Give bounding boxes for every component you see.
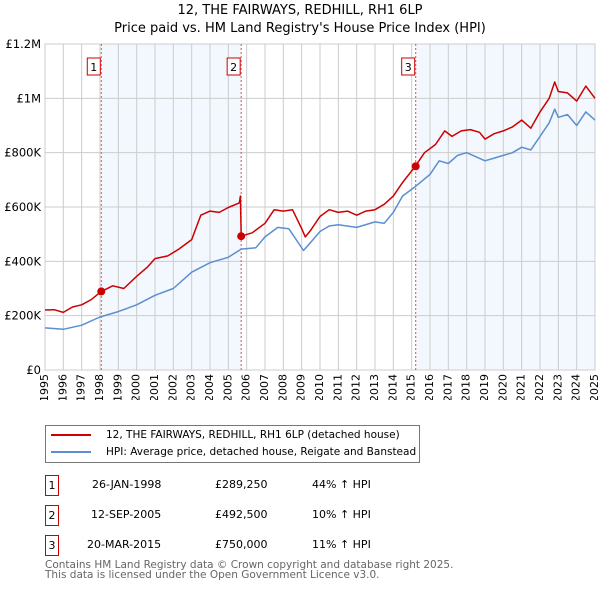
x-tick-label: 2010 — [313, 374, 326, 400]
sale-price: £289,250 — [215, 478, 268, 491]
x-tick-label: 2008 — [276, 374, 289, 400]
sale-row-1: 1 26-JAN-1998 £289,250 44% ↑ HPI — [45, 475, 465, 497]
sale-marker: 3 — [45, 535, 59, 556]
x-tick-label: 2006 — [240, 374, 253, 400]
sale-date: 12-SEP-2005 — [91, 508, 162, 521]
sale-marker: 2 — [45, 505, 59, 526]
x-tick-label: 2023 — [551, 374, 564, 400]
sale-label: 1 — [90, 61, 97, 74]
x-tick-label: 2017 — [441, 374, 454, 400]
chart-title: 12, THE FAIRWAYS, REDHILL, RH1 6LP Price… — [0, 2, 600, 38]
legend-item-hpi: HPI: Average price, detached house, Reig… — [51, 444, 416, 460]
x-tick-label: 1995 — [38, 374, 51, 400]
x-tick-label: 1996 — [56, 374, 69, 400]
sale-label-box — [86, 57, 101, 76]
footer-copyright: Contains HM Land Registry data © Crown c… — [45, 559, 454, 571]
sale-label-box — [401, 57, 416, 76]
y-tick-label: £200K — [4, 309, 41, 323]
x-tick-label: 2012 — [350, 374, 363, 400]
y-tick-label: £600K — [4, 200, 41, 214]
x-tick-label: 2011 — [331, 374, 344, 400]
x-tick-label: 2007 — [258, 374, 271, 400]
sale-date: 20-MAR-2015 — [87, 538, 162, 551]
sale-date: 26-JAN-1998 — [92, 478, 162, 491]
sale-label: 2 — [230, 61, 237, 74]
sale-point — [411, 162, 420, 171]
x-tick-label: 2019 — [478, 374, 491, 400]
legend: 12, THE FAIRWAYS, REDHILL, RH1 6LP (deta… — [45, 425, 420, 463]
x-tick-label: 2018 — [460, 374, 473, 400]
plot-border — [44, 43, 596, 371]
x-tick-label: 2024 — [570, 374, 583, 400]
x-tick-label: 2022 — [533, 374, 546, 400]
subtitle-line: Price paid vs. HM Land Registry's House … — [114, 21, 486, 36]
y-tick-label: £0 — [26, 363, 41, 377]
hpi-line — [44, 108, 596, 331]
sale-row-3: 3 20-MAR-2015 £750,000 11% ↑ HPI — [45, 535, 465, 557]
footer: Contains HM Land Registry data © Crown c… — [45, 559, 454, 581]
x-tick-label: 2005 — [221, 374, 234, 400]
title-line: 12, THE FAIRWAYS, REDHILL, RH1 6LP — [177, 3, 423, 18]
x-tick-label: 1997 — [75, 374, 88, 400]
legend-swatch-blue — [51, 451, 91, 453]
sale-hpi: 10% ↑ HPI — [312, 508, 371, 521]
sale-point — [237, 232, 246, 241]
sale-price: £492,500 — [215, 508, 268, 521]
sale-point — [97, 287, 106, 296]
footer-licence: This data is licensed under the Open Gov… — [45, 569, 380, 581]
y-tick-label: £800K — [4, 146, 41, 160]
legend-label: HPI: Average price, detached house, Reig… — [106, 446, 417, 458]
legend-label: 12, THE FAIRWAYS, REDHILL, RH1 6LP (deta… — [106, 429, 400, 441]
sale-marker: 1 — [45, 475, 59, 496]
sale-hpi: 11% ↑ HPI — [312, 538, 371, 551]
sale-label: 3 — [405, 61, 412, 74]
sale-label-box — [226, 57, 241, 76]
y-tick-label: £1.2M — [5, 37, 41, 51]
sale-hpi: 44% ↑ HPI — [312, 478, 371, 491]
x-tick-label: 2009 — [295, 374, 308, 400]
x-tick-label: 1999 — [111, 374, 124, 400]
x-tick-label: 2020 — [496, 374, 509, 400]
sale-row-2: 2 12-SEP-2005 £492,500 10% ↑ HPI — [45, 505, 465, 527]
x-tick-label: 2025 — [588, 374, 600, 400]
x-tick-label: 2021 — [515, 374, 528, 400]
plot-area: 1995 1996 1997 1998 1999 2000 2001 2002 2003 2004… — [4, 37, 600, 400]
x-tick-label: 2014 — [386, 374, 399, 400]
x-tick-label: 2001 — [148, 374, 161, 400]
y-tick-label: £400K — [4, 254, 41, 268]
y-tick-label: £1M — [16, 91, 41, 105]
x-tick-label: 2016 — [423, 374, 436, 400]
x-tick-label: 2000 — [130, 374, 143, 400]
x-tick-label: 1998 — [93, 374, 106, 400]
sale-price: £750,000 — [215, 538, 268, 551]
legend-item-property: 12, THE FAIRWAYS, REDHILL, RH1 6LP (deta… — [51, 427, 400, 443]
x-tick-label: 2013 — [368, 374, 381, 400]
legend-swatch-red — [51, 434, 91, 436]
x-tick-label: 2015 — [405, 374, 418, 400]
x-tick-label: 2002 — [166, 374, 179, 400]
property-price-line — [44, 81, 596, 314]
x-tick-label: 2003 — [185, 374, 198, 400]
x-tick-label: 2004 — [203, 374, 216, 400]
